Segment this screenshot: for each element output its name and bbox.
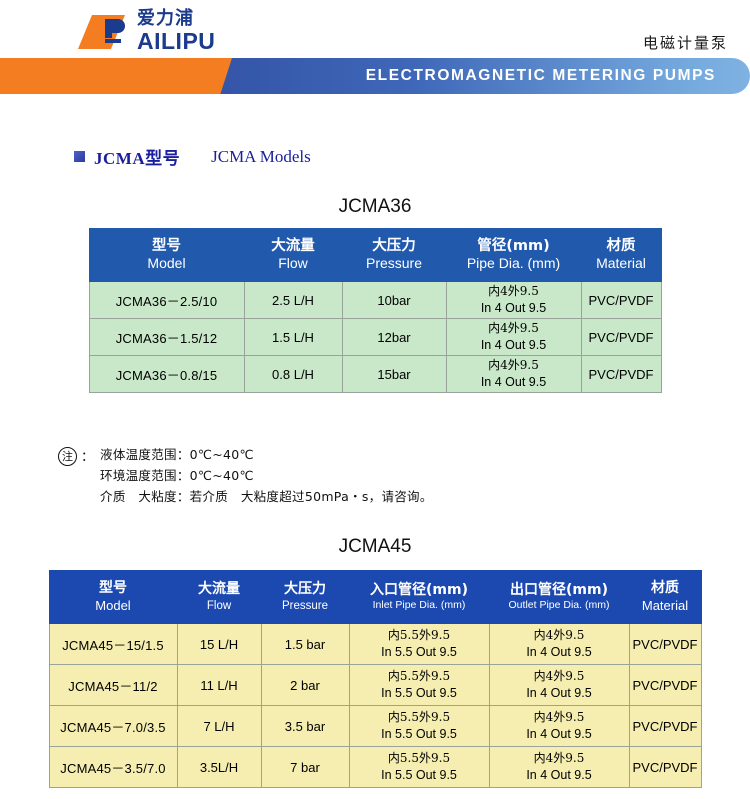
cell-pressure: 1.5 bar xyxy=(260,623,350,665)
square-bullet-icon xyxy=(74,151,85,162)
note-mark-icon: 注 xyxy=(58,447,77,466)
cell-material: PVC/PVDF xyxy=(628,705,702,747)
table-row: JCMA45－15/1.5 15 L/H 1.5 bar 内5.5外9.5 In… xyxy=(48,623,702,665)
cell-outlet-pipe-dia: 内4外9.5 In 4 Out 9.5 xyxy=(488,705,630,747)
jcma36-table: 型号 Model 大流量 Flow 大压力 Pressure 管径(mm) Pi… xyxy=(88,228,662,393)
col-model: 型号 Model xyxy=(48,570,178,624)
col-outlet-pipe-dia: 出口管径(mm) Outlet Pipe Dia. (mm) xyxy=(488,570,630,624)
cell-pipe-dia: 内4外9.5 In 4 Out 9.5 xyxy=(445,318,582,356)
cell-model: JCMA45－11/2 xyxy=(48,664,178,706)
cell-model: JCMA45－7.0/3.5 xyxy=(48,705,178,747)
cell-material: PVC/PVDF xyxy=(580,355,662,393)
cell-outlet-pipe-dia: 内4外9.5 In 4 Out 9.5 xyxy=(488,623,630,665)
cell-pipe-dia: 内4外9.5 In 4 Out 9.5 xyxy=(445,281,582,319)
cell-inlet-pipe-dia: 内5.5外9.5 In 5.5 Out 9.5 xyxy=(348,746,490,788)
table-row: JCMA45－3.5/7.0 3.5L/H 7 bar 内5.5外9.5 In … xyxy=(48,746,702,788)
cell-outlet-pipe-dia: 内4外9.5 In 4 Out 9.5 xyxy=(488,664,630,706)
note-line: 液体温度范围：0℃~40℃ xyxy=(100,447,254,462)
cell-model: JCMA36－1.5/12 xyxy=(88,318,245,356)
jcma36-title: JCMA36 xyxy=(338,196,412,217)
cell-flow: 0.8 L/H xyxy=(243,355,343,393)
cell-pressure: 3.5 bar xyxy=(260,705,350,747)
col-material: 材质 Material xyxy=(628,570,702,624)
table-row: JCMA36－1.5/12 1.5 L/H 12bar 内4外9.5 In 4 … xyxy=(88,318,662,356)
cell-model: JCMA36－2.5/10 xyxy=(88,281,245,319)
section-title-cn: JCMA型号 xyxy=(94,149,181,168)
cell-flow: 3.5L/H xyxy=(176,746,262,788)
col-model: 型号 Model xyxy=(88,228,245,282)
note-colon: ： xyxy=(81,450,95,465)
page-header: 爱力浦 AILIPU 电磁计量泵 ELECTROMAGNETIC METERIN… xyxy=(0,0,750,108)
banner-orange-wedge xyxy=(0,58,232,94)
note-line: 环境温度范围：0℃~40℃ xyxy=(100,468,254,484)
cell-flow: 2.5 L/H xyxy=(243,281,343,319)
note-line: 介质 大粘度：若介质 大粘度超过50mPa・s，请咨询。 xyxy=(100,489,433,505)
cell-pressure: 2 bar xyxy=(260,664,350,706)
col-pressure: 大压力 Pressure xyxy=(341,228,447,282)
table-row: JCMA36－2.5/10 2.5 L/H 10bar 内4外9.5 In 4 … xyxy=(88,281,662,319)
cell-pressure: 10bar xyxy=(341,281,447,319)
cell-model: JCMA45－15/1.5 xyxy=(48,623,178,665)
cell-pressure: 7 bar xyxy=(260,746,350,788)
cell-flow: 11 L/H xyxy=(176,664,262,706)
header-banner: ELECTROMAGNETIC METERING PUMPS xyxy=(0,58,750,94)
cell-inlet-pipe-dia: 内5.5外9.5 In 5.5 Out 9.5 xyxy=(348,705,490,747)
cell-model: JCMA36－0.8/15 xyxy=(88,355,245,393)
note-block: 注 ： 液体温度范围：0℃~40℃ 环境温度范围：0℃~40℃ 介质 大粘度：若… xyxy=(58,446,433,506)
cell-inlet-pipe-dia: 内5.5外9.5 In 5.5 Out 9.5 xyxy=(348,623,490,665)
cell-material: PVC/PVDF xyxy=(580,281,662,319)
jcma36-block: JCMA36 型号 Model 大流量 Flow 大压力 Pressure xyxy=(0,196,750,393)
cell-pressure: 12bar xyxy=(341,318,447,356)
cell-pipe-dia: 内4外9.5 In 4 Out 9.5 xyxy=(445,355,582,393)
cell-material: PVC/PVDF xyxy=(580,318,662,356)
col-flow: 大流量 Flow xyxy=(243,228,343,282)
table-header-row: 型号 Model 大流量 Flow 大压力 Pressure 管径(mm) Pi… xyxy=(88,228,662,282)
table-row: JCMA36－0.8/15 0.8 L/H 15bar 内4外9.5 In 4 … xyxy=(88,355,662,393)
jcma45-title: JCMA45 xyxy=(338,536,412,557)
cell-model: JCMA45－3.5/7.0 xyxy=(48,746,178,788)
col-inlet-pipe-dia: 入口管径(mm) Inlet Pipe Dia. (mm) xyxy=(348,570,490,624)
cell-inlet-pipe-dia: 内5.5外9.5 In 5.5 Out 9.5 xyxy=(348,664,490,706)
section-heading: JCMA型号 JCMA Models xyxy=(74,144,311,169)
brand-name-en: AILIPU xyxy=(137,28,216,54)
cell-material: PVC/PVDF xyxy=(628,746,702,788)
table-row: JCMA45－11/2 11 L/H 2 bar 内5.5外9.5 In 5.5… xyxy=(48,664,702,706)
cell-pressure: 15bar xyxy=(341,355,447,393)
jcma45-table: 型号 Model 大流量 Flow 大压力 Pressure 入口管径(mm) … xyxy=(48,570,702,788)
brand-name-cn: 爱力浦 xyxy=(137,8,194,29)
cell-material: PVC/PVDF xyxy=(628,664,702,706)
cell-flow: 1.5 L/H xyxy=(243,318,343,356)
col-material: 材质 Material xyxy=(580,228,662,282)
col-pressure: 大压力 Pressure xyxy=(260,570,350,624)
brand-logo: 爱力浦 AILIPU xyxy=(78,10,215,53)
col-pipe-dia: 管径(mm) Pipe Dia. (mm) xyxy=(445,228,582,282)
cell-outlet-pipe-dia: 内4外9.5 In 4 Out 9.5 xyxy=(488,746,630,788)
cell-flow: 7 L/H xyxy=(176,705,262,747)
cell-material: PVC/PVDF xyxy=(628,623,702,665)
col-flow: 大流量 Flow xyxy=(176,570,262,624)
ailipu-logo-mark-icon xyxy=(78,12,130,52)
banner-title-en: ELECTROMAGNETIC METERING PUMPS xyxy=(365,67,716,84)
table-row: JCMA45－7.0/3.5 7 L/H 3.5 bar 内5.5外9.5 In… xyxy=(48,705,702,747)
jcma45-block: JCMA45 型号 Model 大流量 Flow 大压力 Pressure xyxy=(0,536,750,788)
page-title-cn: 电磁计量泵 xyxy=(642,34,728,52)
table-header-row: 型号 Model 大流量 Flow 大压力 Pressure 入口管径(mm) … xyxy=(48,570,702,624)
cell-flow: 15 L/H xyxy=(176,623,262,665)
section-title-en: JCMA Models xyxy=(211,146,311,166)
